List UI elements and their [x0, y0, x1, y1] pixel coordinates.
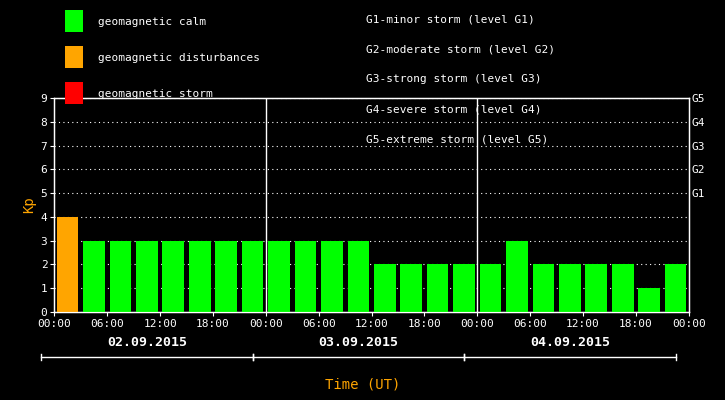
Text: G3-strong storm (level G3): G3-strong storm (level G3): [366, 74, 542, 84]
Bar: [83, 241, 105, 312]
Bar: [533, 264, 554, 312]
Bar: [480, 264, 502, 312]
Text: 02.09.2015: 02.09.2015: [107, 336, 187, 348]
Bar: [559, 264, 581, 312]
Text: 04.09.2015: 04.09.2015: [530, 336, 610, 348]
Text: G4-severe storm (level G4): G4-severe storm (level G4): [366, 104, 542, 114]
Y-axis label: Kp: Kp: [22, 197, 36, 213]
Bar: [665, 264, 687, 312]
Text: G2-moderate storm (level G2): G2-moderate storm (level G2): [366, 44, 555, 54]
Bar: [427, 264, 449, 312]
Bar: [612, 264, 634, 312]
Bar: [109, 241, 131, 312]
Text: geomagnetic disturbances: geomagnetic disturbances: [98, 53, 260, 63]
Bar: [453, 264, 475, 312]
Bar: [162, 241, 184, 312]
Bar: [506, 241, 528, 312]
Text: geomagnetic storm: geomagnetic storm: [98, 89, 212, 99]
Bar: [57, 217, 78, 312]
Text: Time (UT): Time (UT): [325, 377, 400, 391]
Bar: [374, 264, 396, 312]
Bar: [215, 241, 237, 312]
Text: G5-extreme storm (level G5): G5-extreme storm (level G5): [366, 134, 548, 144]
Bar: [268, 241, 290, 312]
Bar: [347, 241, 369, 312]
Bar: [136, 241, 158, 312]
Bar: [241, 241, 263, 312]
Bar: [189, 241, 210, 312]
Bar: [638, 288, 660, 312]
Text: 03.09.2015: 03.09.2015: [318, 336, 398, 348]
Bar: [294, 241, 316, 312]
Bar: [400, 264, 422, 312]
Text: G1-minor storm (level G1): G1-minor storm (level G1): [366, 14, 535, 24]
Text: geomagnetic calm: geomagnetic calm: [98, 17, 206, 27]
Bar: [321, 241, 343, 312]
Bar: [585, 264, 607, 312]
